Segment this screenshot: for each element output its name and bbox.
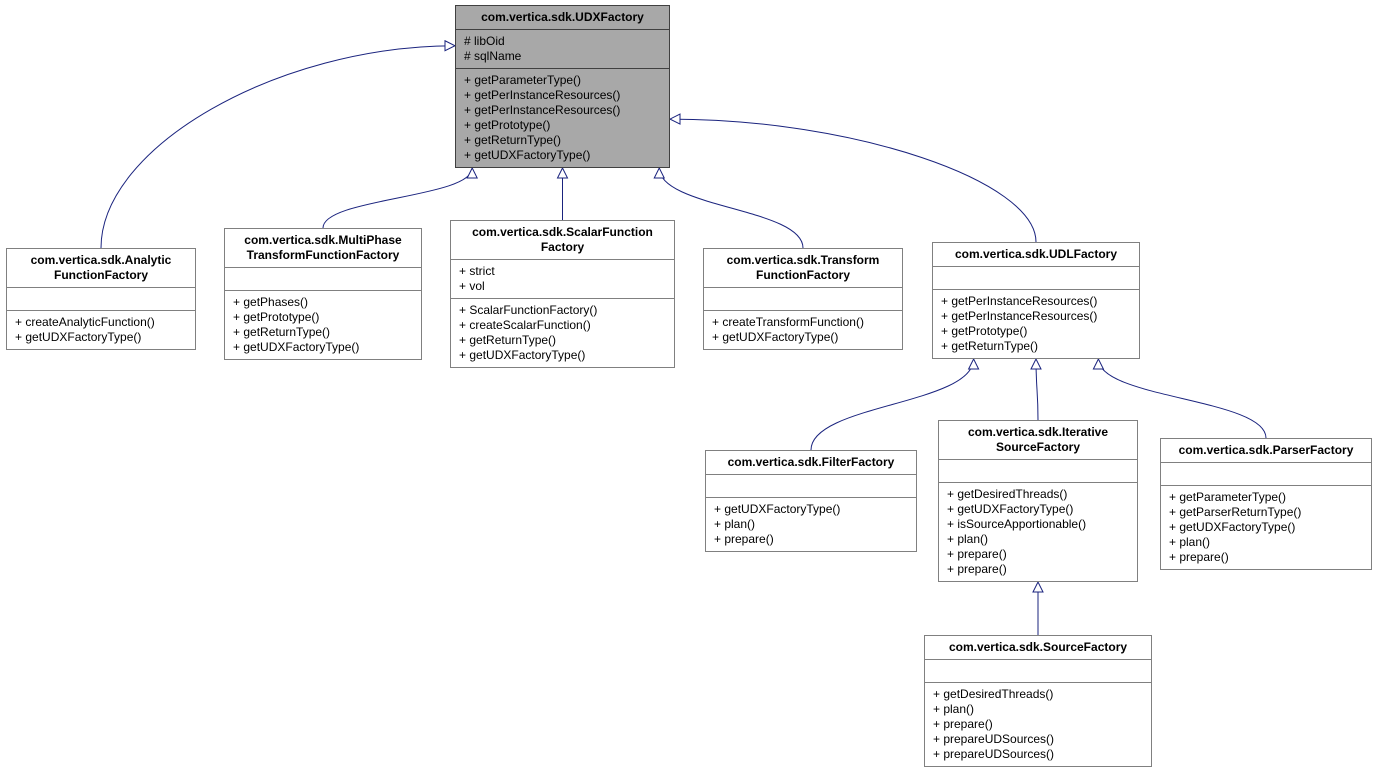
uml-class-title: com.vertica.sdk.IterativeSourceFactory: [939, 421, 1137, 460]
inheritance-edge: [670, 119, 1036, 242]
uml-class-FilterFactory[interactable]: com.vertica.sdk.FilterFactory + getUDXFac…: [705, 450, 917, 552]
uml-class-title: com.vertica.sdk.TransformFunctionFactory: [704, 249, 902, 288]
inheritance-edge: [659, 168, 803, 248]
uml-class-attributes: [1161, 463, 1371, 486]
uml-class-attributes: [706, 475, 916, 498]
uml-class-SourceFactory[interactable]: com.vertica.sdk.SourceFactory + getDesire…: [924, 635, 1152, 767]
uml-class-attributes: [704, 288, 902, 311]
uml-class-attributes: [939, 460, 1137, 483]
uml-class-title: com.vertica.sdk.AnalyticFunctionFactory: [7, 249, 195, 288]
uml-class-methods: + createAnalyticFunction()+ getUDXFactor…: [7, 311, 195, 349]
inheritance-edge: [1036, 359, 1038, 420]
uml-class-methods: + getDesiredThreads()+ plan()+ prepare()…: [925, 683, 1151, 766]
uml-class-methods: + getPhases()+ getPrototype()+ getReturn…: [225, 291, 421, 359]
uml-class-ParserFactory[interactable]: com.vertica.sdk.ParserFactory + getParame…: [1160, 438, 1372, 570]
uml-class-title: com.vertica.sdk.MultiPhaseTransformFunct…: [225, 229, 421, 268]
uml-class-title: com.vertica.sdk.UDXFactory: [456, 6, 669, 30]
inheritance-edge: [101, 46, 455, 248]
uml-class-attributes: [925, 660, 1151, 683]
uml-class-title: com.vertica.sdk.ScalarFunctionFactory: [451, 221, 674, 260]
uml-class-methods: + getDesiredThreads()+ getUDXFactoryType…: [939, 483, 1137, 581]
uml-class-methods: + getParameterType()+ getPerInstanceReso…: [456, 69, 669, 167]
uml-class-methods: + getParameterType()+ getParserReturnTyp…: [1161, 486, 1371, 569]
uml-class-title: com.vertica.sdk.SourceFactory: [925, 636, 1151, 660]
uml-class-ScalarFunctionFactory[interactable]: com.vertica.sdk.ScalarFunctionFactory+ s…: [450, 220, 675, 368]
uml-class-attributes: [225, 268, 421, 291]
uml-class-title: com.vertica.sdk.FilterFactory: [706, 451, 916, 475]
uml-class-TransformFunctionFactory[interactable]: com.vertica.sdk.TransformFunctionFactory…: [703, 248, 903, 350]
uml-class-attributes: [7, 288, 195, 311]
uml-class-IterativeSourceFactory[interactable]: com.vertica.sdk.IterativeSourceFactory + …: [938, 420, 1138, 582]
uml-class-attributes: + strict+ vol: [451, 260, 674, 299]
uml-class-methods: + ScalarFunctionFactory()+ createScalarF…: [451, 299, 674, 367]
uml-class-title: com.vertica.sdk.UDLFactory: [933, 243, 1139, 267]
inheritance-edge: [323, 168, 472, 228]
uml-class-UDXFactory[interactable]: com.vertica.sdk.UDXFactory# libOid# sqlN…: [455, 5, 670, 168]
uml-class-UDLFactory[interactable]: com.vertica.sdk.UDLFactory + getPerInstan…: [932, 242, 1140, 359]
uml-class-methods: + getPerInstanceResources()+ getPerInsta…: [933, 290, 1139, 358]
edges-layer: [0, 0, 1379, 773]
uml-class-attributes: # libOid# sqlName: [456, 30, 669, 69]
uml-class-methods: + createTransformFunction()+ getUDXFacto…: [704, 311, 902, 349]
uml-diagram-canvas: com.vertica.sdk.UDXFactory# libOid# sqlN…: [0, 0, 1379, 773]
uml-class-attributes: [933, 267, 1139, 290]
uml-class-MultiPhaseTransformFunctionFactory[interactable]: com.vertica.sdk.MultiPhaseTransformFunct…: [224, 228, 422, 360]
uml-class-AnalyticFunctionFactory[interactable]: com.vertica.sdk.AnalyticFunctionFactory +…: [6, 248, 196, 350]
uml-class-methods: + getUDXFactoryType()+ plan()+ prepare(): [706, 498, 916, 551]
uml-class-title: com.vertica.sdk.ParserFactory: [1161, 439, 1371, 463]
